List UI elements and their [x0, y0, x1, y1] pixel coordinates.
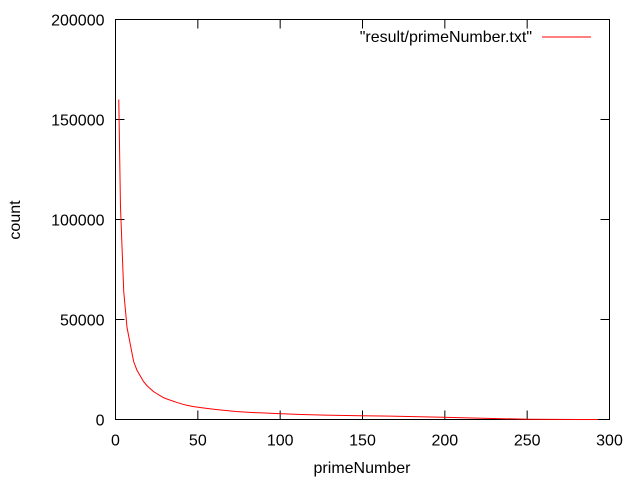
- x-tick-label: 100: [267, 433, 294, 450]
- legend: "result/primeNumber.txt": [360, 29, 591, 46]
- legend-label: "result/primeNumber.txt": [360, 29, 532, 46]
- axis-tick-labels: 0 50 100 150 200 250 300 0 50000 100000 150000 2000…: [51, 13, 623, 450]
- series-group: [118, 99, 598, 420]
- y-tick-label: 150000: [51, 113, 104, 130]
- y-tick-label: 100000: [51, 213, 104, 230]
- y-tick-label: 50000: [60, 313, 105, 330]
- plot-frame: [115, 19, 610, 420]
- y-tick-label: 200000: [51, 13, 104, 30]
- x-tick-label: 300: [596, 433, 623, 450]
- x-tick-label: 150: [349, 433, 376, 450]
- x-tick-label: 50: [189, 433, 207, 450]
- x-tick-label: 200: [431, 433, 458, 450]
- axis-ticks: [115, 19, 610, 420]
- y-tick-label: 0: [96, 413, 105, 430]
- x-axis-label: primeNumber: [314, 460, 412, 477]
- x-tick-label: 250: [514, 433, 541, 450]
- series-line: [118, 99, 598, 420]
- y-axis-label: count: [7, 200, 24, 240]
- x-tick-label: 0: [111, 433, 120, 450]
